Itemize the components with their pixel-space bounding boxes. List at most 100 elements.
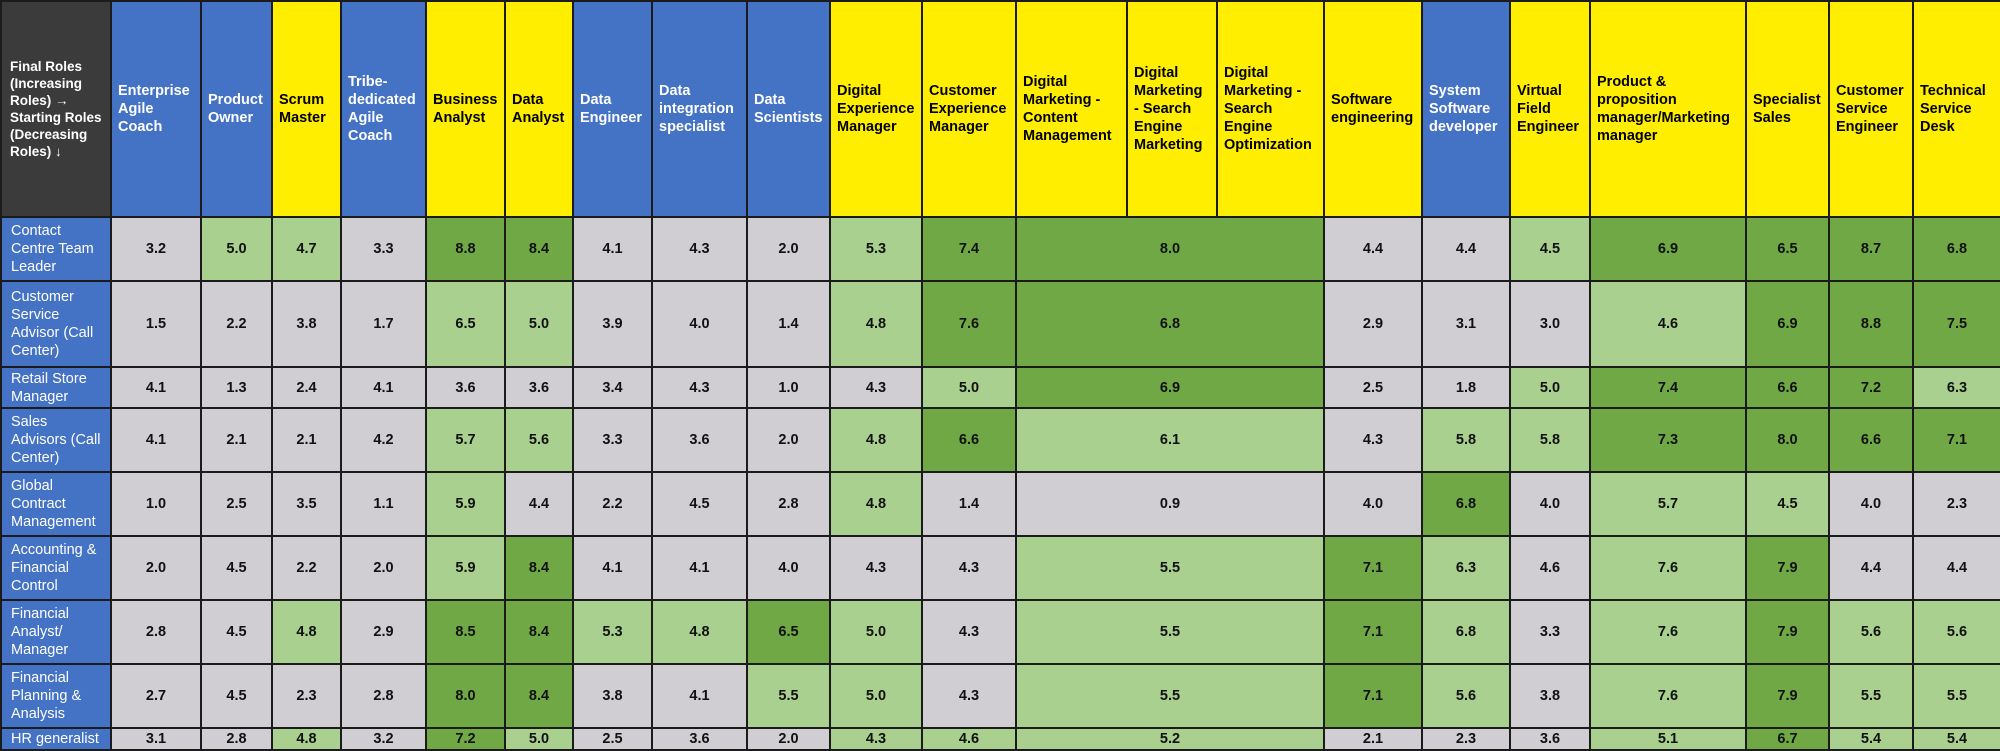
matrix-body: Contact Centre Team Leader 3.2 5.0 4.7 3.3 8.… xyxy=(0,216,2000,751)
row-label: Retail Store Manager xyxy=(0,366,112,409)
score-cell: 7.6 xyxy=(921,280,1017,368)
score-cell: 4.5 xyxy=(200,599,273,665)
score-cell: 8.5 xyxy=(425,599,506,665)
score-cell: 5.9 xyxy=(425,471,506,537)
table-row: Sales Advisors (Call Center) 4.1 2.1 2.1 4.2… xyxy=(0,407,2000,473)
score-cell: 4.4 xyxy=(1912,535,2000,601)
score-cell: 3.8 xyxy=(271,280,342,368)
score-cell: 6.3 xyxy=(1421,535,1511,601)
merged-digital-marketing-cell: 6.1 xyxy=(1015,407,1325,473)
score-cell: 4.1 xyxy=(572,216,653,282)
score-cell: 8.4 xyxy=(504,663,574,729)
score-cell: 8.4 xyxy=(504,599,574,665)
score-cell: 2.4 xyxy=(271,366,342,409)
row-label: Financial Planning & Analysis xyxy=(0,663,112,729)
row-label: HR generalist xyxy=(0,727,112,751)
score-cell: 4.6 xyxy=(1589,280,1747,368)
score-cell: 4.5 xyxy=(1745,471,1830,537)
score-cell: 2.5 xyxy=(200,471,273,537)
score-cell: 6.8 xyxy=(1912,216,2000,282)
score-cell: 2.2 xyxy=(200,280,273,368)
score-cell: 5.0 xyxy=(1509,366,1591,409)
score-cell: 7.1 xyxy=(1323,663,1423,729)
score-cell: 8.7 xyxy=(1828,216,1914,282)
column-header: System Software developer xyxy=(1421,0,1511,218)
score-cell: 4.0 xyxy=(746,535,831,601)
score-cell: 5.0 xyxy=(829,663,923,729)
score-cell: 4.0 xyxy=(1509,471,1591,537)
merged-digital-marketing-cell: 8.0 xyxy=(1015,216,1325,282)
table-row: Retail Store Manager 4.1 1.3 2.4 4.1 3.6 3.6 3.… xyxy=(0,366,2000,409)
score-cell: 2.7 xyxy=(110,663,202,729)
score-cell: 6.6 xyxy=(921,407,1017,473)
table-row: Financial Planning & Analysis 2.7 4.5 2.3 2.… xyxy=(0,663,2000,729)
merged-digital-marketing-cell: 6.8 xyxy=(1015,280,1325,368)
column-header: Data Engineer xyxy=(572,0,653,218)
merged-digital-marketing-cell: 5.5 xyxy=(1015,535,1325,601)
score-cell: 7.9 xyxy=(1745,599,1830,665)
score-cell: 8.0 xyxy=(425,663,506,729)
score-cell: 4.4 xyxy=(1828,535,1914,601)
score-cell: 4.5 xyxy=(200,535,273,601)
score-cell: 7.6 xyxy=(1589,535,1747,601)
score-cell: 2.1 xyxy=(200,407,273,473)
column-header: Data integration specialist xyxy=(651,0,748,218)
score-cell: 5.6 xyxy=(1828,599,1914,665)
score-cell: 2.0 xyxy=(746,216,831,282)
table-row: Financial Analyst/ Manager 2.8 4.5 4.8 2.9 8.… xyxy=(0,599,2000,665)
score-cell: 5.8 xyxy=(1509,407,1591,473)
score-cell: 4.8 xyxy=(829,280,923,368)
header-row: Final Roles (Increasing Roles) → Startin… xyxy=(0,0,2000,218)
score-cell: 4.5 xyxy=(651,471,748,537)
score-cell: 6.6 xyxy=(1828,407,1914,473)
column-header: Digital Marketing - Content Management xyxy=(1015,0,1128,218)
score-cell: 8.8 xyxy=(1828,280,1914,368)
score-cell: 4.8 xyxy=(271,599,342,665)
column-header: Product Owner xyxy=(200,0,273,218)
score-cell: 4.4 xyxy=(504,471,574,537)
score-cell: 7.9 xyxy=(1745,535,1830,601)
score-cell: 1.0 xyxy=(746,366,831,409)
score-cell: 3.3 xyxy=(1509,599,1591,665)
column-header: Tribe-dedicated Agile Coach xyxy=(340,0,427,218)
score-cell: 6.3 xyxy=(1912,366,2000,409)
score-cell: 4.8 xyxy=(829,407,923,473)
score-cell: 4.3 xyxy=(921,599,1017,665)
score-cell: 4.1 xyxy=(340,366,427,409)
merged-digital-marketing-cell: 5.5 xyxy=(1015,663,1325,729)
score-cell: 4.3 xyxy=(921,663,1017,729)
column-header: Customer Experience Manager xyxy=(921,0,1017,218)
score-cell: 2.1 xyxy=(271,407,342,473)
score-cell: 7.6 xyxy=(1589,599,1747,665)
score-cell: 5.9 xyxy=(425,535,506,601)
score-cell: 3.0 xyxy=(1509,280,1591,368)
score-cell: 3.8 xyxy=(1509,663,1591,729)
score-cell: 4.8 xyxy=(829,471,923,537)
column-header: Scrum Master xyxy=(271,0,342,218)
row-label: Accounting & Financial Control xyxy=(0,535,112,601)
score-cell: 1.3 xyxy=(200,366,273,409)
score-cell: 5.3 xyxy=(572,599,653,665)
score-cell: 6.5 xyxy=(1745,216,1830,282)
score-cell: 5.6 xyxy=(1912,599,2000,665)
score-cell: 6.5 xyxy=(746,599,831,665)
score-cell: 5.0 xyxy=(921,366,1017,409)
score-cell: 7.5 xyxy=(1912,280,2000,368)
score-cell: 6.8 xyxy=(1421,599,1511,665)
score-cell: 4.5 xyxy=(200,663,273,729)
score-cell: 3.9 xyxy=(572,280,653,368)
score-cell: 5.0 xyxy=(200,216,273,282)
score-cell: 8.4 xyxy=(504,216,574,282)
score-cell: 1.8 xyxy=(1421,366,1511,409)
score-cell: 5.6 xyxy=(1421,663,1511,729)
row-label: Sales Advisors (Call Center) xyxy=(0,407,112,473)
score-cell: 4.2 xyxy=(340,407,427,473)
score-cell: 7.1 xyxy=(1323,535,1423,601)
column-header: Business Analyst xyxy=(425,0,506,218)
score-cell: 7.1 xyxy=(1912,407,2000,473)
table-row: Contact Centre Team Leader 3.2 5.0 4.7 3.3 8.… xyxy=(0,216,2000,282)
column-header: Specialist Sales xyxy=(1745,0,1830,218)
row-label: Global Contract Management xyxy=(0,471,112,537)
score-cell: 4.5 xyxy=(1509,216,1591,282)
score-cell: 3.6 xyxy=(651,407,748,473)
